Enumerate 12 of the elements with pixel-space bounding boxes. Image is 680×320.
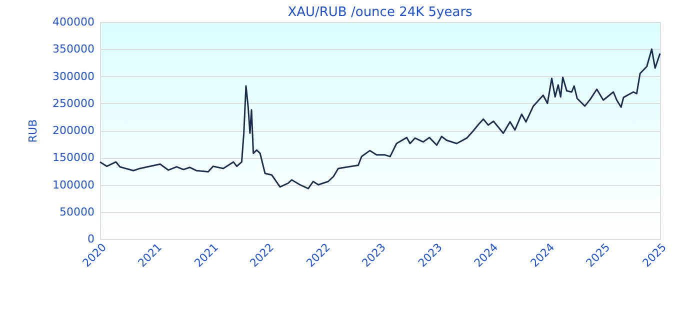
chart-title: XAU/RUB /ounce 24K 5years: [288, 5, 473, 20]
line-series: [99, 48, 661, 190]
y-tick-label: 50000: [60, 205, 94, 218]
y-tick-label: 0: [88, 232, 94, 246]
y-tick-label: 100000: [52, 178, 94, 192]
y-axis-title: RUB: [26, 119, 40, 143]
y-tick-label: 250000: [52, 96, 94, 110]
y-tick-label: 150000: [52, 151, 94, 164]
y-tick-label: 400000: [52, 16, 94, 28]
y-tick-label: 350000: [52, 42, 94, 56]
y-tick-label: 200000: [52, 124, 94, 137]
y-tick-label: 300000: [52, 70, 94, 83]
